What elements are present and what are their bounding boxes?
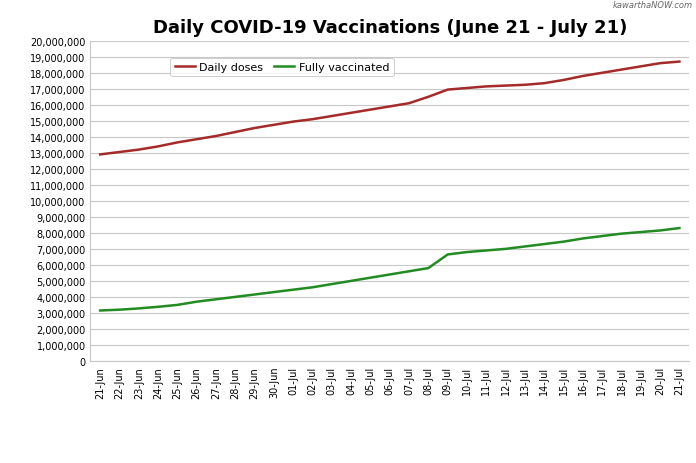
Daily doses (637, 64, 645, 70)
Daily doses (328, 114, 336, 119)
Daily doses (251, 126, 259, 131)
Daily doses (193, 137, 201, 143)
Daily doses (289, 119, 297, 125)
Fully vaccinated (116, 307, 124, 313)
Fully vaccinated (251, 292, 259, 298)
Fully vaccinated (347, 279, 356, 284)
Fully vaccinated (424, 266, 432, 271)
Fully vaccinated (270, 290, 278, 295)
Fully vaccinated (212, 297, 220, 302)
Fully vaccinated (328, 282, 336, 287)
Daily doses (347, 111, 356, 116)
Daily doses (443, 88, 452, 93)
Fully vaccinated (521, 244, 529, 250)
Daily doses (366, 107, 374, 113)
Daily doses (540, 81, 548, 87)
Fully vaccinated (656, 228, 664, 234)
Daily doses (656, 61, 664, 67)
Daily doses (560, 78, 568, 84)
Fully vaccinated (501, 246, 509, 252)
Daily doses (424, 95, 432, 100)
Fully vaccinated (96, 308, 104, 313)
Daily doses (270, 123, 278, 128)
Fully vaccinated (366, 275, 374, 281)
Fully vaccinated (386, 272, 394, 278)
Daily doses (675, 60, 683, 65)
Daily doses (578, 74, 587, 80)
Daily doses (231, 130, 239, 136)
Fully vaccinated (405, 269, 413, 275)
Daily doses (463, 86, 471, 92)
Daily doses (96, 152, 104, 158)
Daily doses (598, 71, 606, 76)
Fully vaccinated (598, 234, 606, 239)
Fully vaccinated (578, 236, 587, 242)
Fully vaccinated (289, 287, 297, 293)
Fully vaccinated (560, 239, 568, 245)
Fully vaccinated (231, 294, 239, 300)
Daily doses (521, 83, 529, 88)
Daily doses (173, 140, 182, 146)
Daily doses (386, 104, 394, 110)
Fully vaccinated (637, 230, 645, 235)
Legend: Daily doses, Fully vaccinated: Daily doses, Fully vaccinated (171, 58, 394, 77)
Daily doses (308, 117, 317, 123)
Title: Daily COVID-19 Vaccinations (June 21 - July 21): Daily COVID-19 Vaccinations (June 21 - J… (152, 19, 627, 38)
Daily doses (405, 101, 413, 107)
Fully vaccinated (675, 226, 683, 232)
Fully vaccinated (154, 304, 162, 310)
Line: Daily doses: Daily doses (100, 63, 679, 155)
Daily doses (617, 68, 626, 73)
Fully vaccinated (173, 302, 182, 308)
Fully vaccinated (308, 285, 317, 290)
Daily doses (116, 150, 124, 156)
Fully vaccinated (193, 299, 201, 305)
Fully vaccinated (463, 250, 471, 255)
Daily doses (212, 134, 220, 139)
Text: kawarthaNOW.com: kawarthaNOW.com (612, 1, 693, 10)
Daily doses (501, 84, 509, 89)
Daily doses (134, 148, 143, 153)
Fully vaccinated (134, 306, 143, 312)
Fully vaccinated (443, 252, 452, 258)
Fully vaccinated (617, 232, 626, 237)
Fully vaccinated (540, 242, 548, 247)
Fully vaccinated (482, 248, 491, 254)
Line: Fully vaccinated: Fully vaccinated (100, 229, 679, 311)
Daily doses (482, 84, 491, 90)
Daily doses (154, 144, 162, 150)
